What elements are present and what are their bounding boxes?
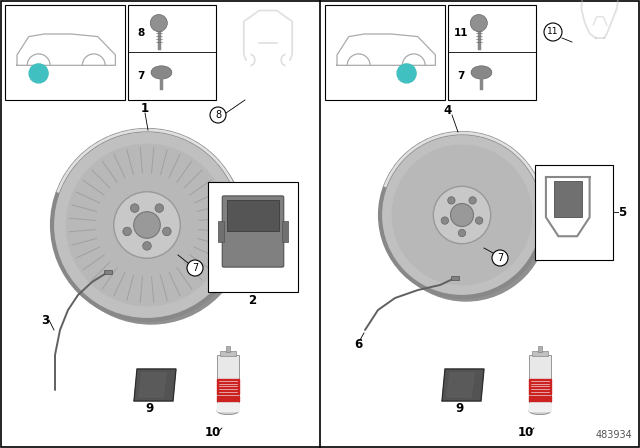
- Circle shape: [384, 137, 548, 301]
- Bar: [217, 379, 239, 394]
- Bar: [532, 351, 548, 356]
- Circle shape: [131, 204, 139, 212]
- Circle shape: [492, 250, 508, 266]
- Circle shape: [143, 241, 151, 250]
- Text: 6: 6: [354, 339, 362, 352]
- Text: 10: 10: [518, 426, 534, 439]
- Text: 9: 9: [146, 401, 154, 414]
- Text: 483934: 483934: [595, 430, 632, 440]
- Bar: [227, 346, 230, 352]
- Circle shape: [210, 107, 226, 123]
- Bar: [529, 379, 551, 394]
- Bar: [282, 221, 288, 242]
- Circle shape: [392, 145, 532, 284]
- Text: 5: 5: [618, 206, 626, 219]
- Bar: [451, 276, 459, 280]
- Text: 7: 7: [497, 253, 503, 263]
- Circle shape: [29, 64, 48, 83]
- Bar: [448, 5, 536, 100]
- Text: 8: 8: [215, 110, 221, 120]
- Bar: [538, 346, 541, 352]
- Bar: [529, 355, 551, 411]
- Circle shape: [56, 134, 246, 324]
- Ellipse shape: [217, 407, 239, 414]
- FancyBboxPatch shape: [222, 196, 284, 267]
- Polygon shape: [134, 369, 176, 401]
- Circle shape: [114, 192, 180, 258]
- Text: 7: 7: [192, 263, 198, 273]
- Text: 7: 7: [458, 71, 465, 81]
- Bar: [227, 200, 279, 231]
- Circle shape: [163, 227, 171, 236]
- Text: 9: 9: [456, 401, 464, 414]
- Circle shape: [441, 217, 449, 224]
- Circle shape: [470, 14, 487, 32]
- Bar: [208, 182, 298, 292]
- Circle shape: [134, 212, 160, 238]
- Circle shape: [150, 14, 167, 32]
- Text: 1: 1: [141, 102, 149, 115]
- Bar: [217, 396, 239, 401]
- Text: 3: 3: [41, 314, 49, 327]
- Bar: [128, 5, 216, 100]
- Bar: [535, 165, 613, 260]
- Circle shape: [458, 229, 466, 237]
- Text: 11: 11: [454, 29, 468, 39]
- Circle shape: [52, 130, 242, 320]
- Polygon shape: [139, 373, 166, 397]
- Circle shape: [155, 204, 164, 212]
- Bar: [217, 355, 239, 411]
- Circle shape: [451, 203, 474, 227]
- Ellipse shape: [471, 66, 492, 79]
- Bar: [554, 181, 582, 217]
- Bar: [220, 351, 236, 356]
- Circle shape: [380, 133, 544, 297]
- Text: 11: 11: [547, 27, 559, 36]
- Circle shape: [67, 144, 228, 306]
- Text: 10: 10: [205, 426, 221, 439]
- Polygon shape: [442, 369, 484, 401]
- Text: 2: 2: [248, 293, 256, 306]
- Text: 4: 4: [444, 103, 452, 116]
- Text: 8: 8: [138, 29, 145, 39]
- Circle shape: [544, 23, 562, 41]
- Text: 7: 7: [138, 71, 145, 81]
- Polygon shape: [447, 373, 474, 397]
- Circle shape: [397, 64, 416, 83]
- Ellipse shape: [151, 66, 172, 79]
- Bar: [325, 5, 445, 100]
- Circle shape: [448, 197, 455, 204]
- Bar: [5, 5, 125, 100]
- Bar: [529, 403, 551, 411]
- Bar: [104, 270, 112, 274]
- Ellipse shape: [529, 407, 551, 414]
- Bar: [218, 221, 224, 242]
- Circle shape: [123, 227, 131, 236]
- Circle shape: [187, 260, 203, 276]
- Bar: [529, 396, 551, 401]
- Bar: [217, 403, 239, 411]
- Circle shape: [476, 217, 483, 224]
- Circle shape: [469, 197, 476, 204]
- Circle shape: [433, 186, 491, 244]
